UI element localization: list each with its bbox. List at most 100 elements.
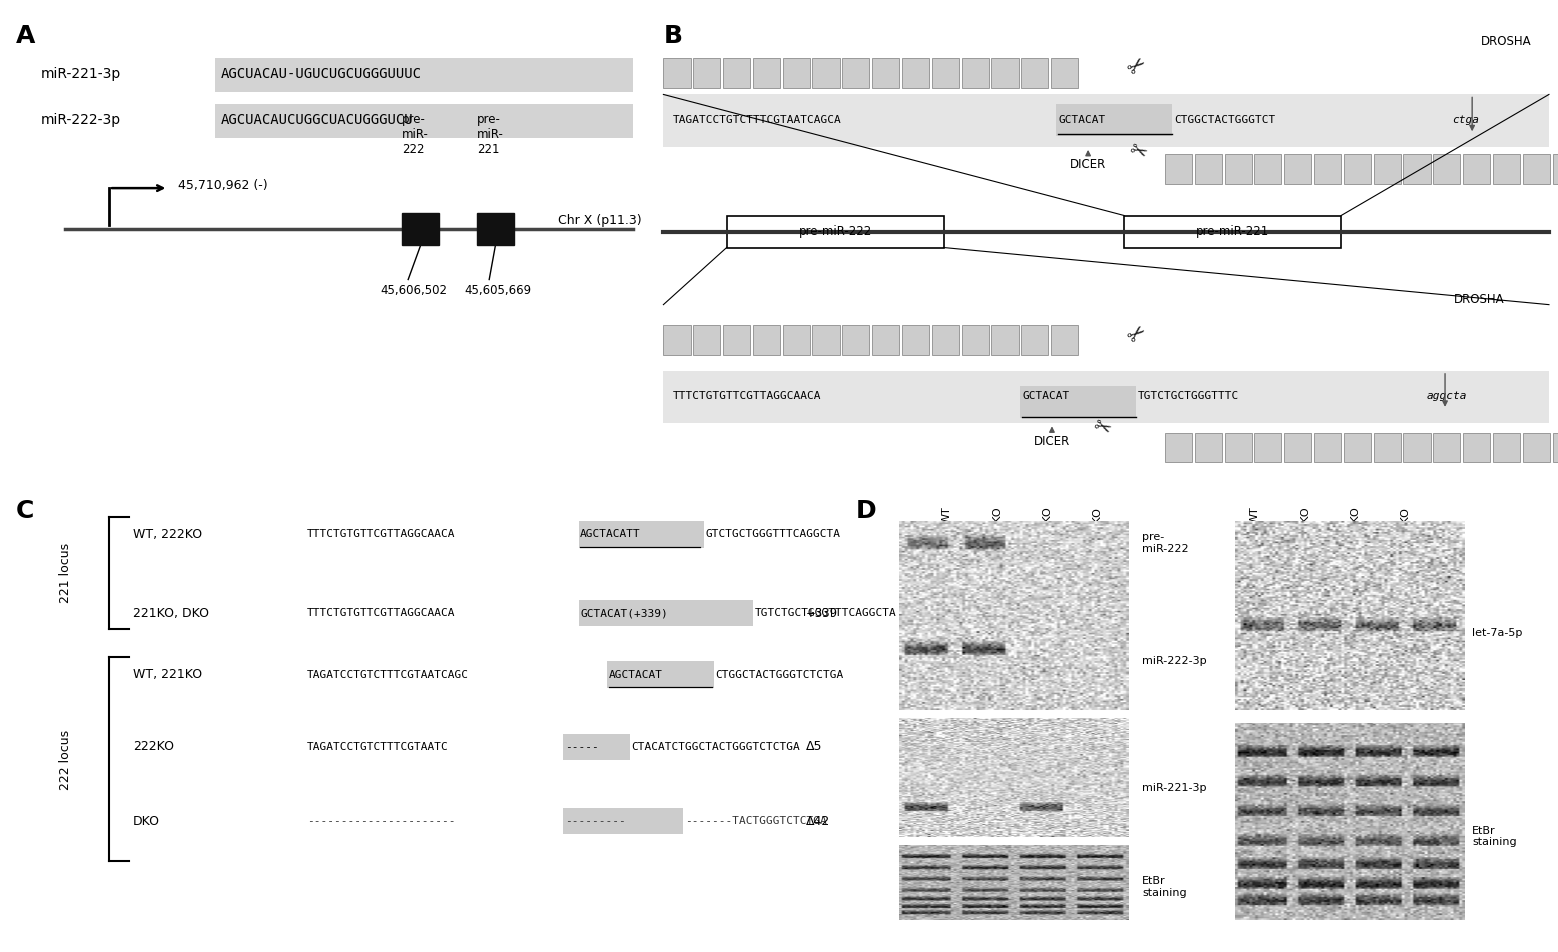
Bar — [961, 58, 989, 88]
Bar — [578, 522, 704, 547]
Text: AGCUACAUCUGGCUACUGGGUCU: AGCUACAUCUGGCUACUGGGUCU — [221, 112, 414, 127]
Text: 221KO, DKO: 221KO, DKO — [132, 606, 209, 620]
Bar — [1345, 154, 1371, 184]
Text: ✂: ✂ — [1089, 415, 1114, 441]
Bar — [753, 58, 781, 88]
Bar — [1052, 326, 1078, 355]
Bar — [782, 326, 810, 355]
Bar — [1195, 432, 1221, 463]
Bar — [693, 58, 720, 88]
Text: Δ42: Δ42 — [805, 815, 830, 828]
Bar — [215, 58, 633, 92]
Bar — [843, 58, 869, 88]
Text: B: B — [664, 24, 682, 48]
Text: ✂: ✂ — [1125, 139, 1150, 165]
FancyBboxPatch shape — [1125, 215, 1341, 248]
Bar — [1463, 154, 1489, 184]
Text: aggcta: aggcta — [1427, 391, 1468, 401]
Bar — [402, 213, 439, 246]
Bar — [477, 213, 514, 246]
Bar — [564, 808, 682, 834]
Text: AGCTACATT: AGCTACATT — [580, 529, 640, 540]
Text: miR-221-3p: miR-221-3p — [41, 67, 122, 81]
Text: 222KO: 222KO — [1042, 506, 1052, 543]
Bar — [1284, 432, 1312, 463]
Bar — [1374, 154, 1401, 184]
Text: +339: +339 — [805, 606, 838, 620]
Bar — [215, 104, 633, 138]
Text: 221KO: 221KO — [1299, 506, 1310, 543]
Bar — [1052, 58, 1078, 88]
Text: Δ5: Δ5 — [805, 741, 823, 753]
Text: EtBr
staining: EtBr staining — [1472, 825, 1516, 847]
Bar — [1313, 432, 1341, 463]
Text: 222KO: 222KO — [132, 741, 174, 753]
Bar — [664, 58, 690, 88]
Text: TTTCTGTGTTCGTTAGGCAACA: TTTCTGTGTTCGTTAGGCAACA — [673, 391, 821, 401]
Bar — [902, 326, 929, 355]
Text: DKO: DKO — [132, 815, 160, 828]
Bar — [1433, 154, 1460, 184]
Text: TGTCTGCTGGGTTTCAGGCTA: TGTCTGCTGGGTTTCAGGCTA — [754, 608, 896, 618]
Bar — [1254, 154, 1282, 184]
Bar — [564, 734, 629, 760]
Bar — [782, 58, 810, 88]
Text: 45,606,502: 45,606,502 — [380, 284, 447, 297]
Bar — [932, 58, 958, 88]
Text: 222 locus: 222 locus — [59, 730, 72, 790]
Bar — [1225, 154, 1251, 184]
Text: 222KO: 222KO — [1351, 506, 1360, 543]
Bar — [1020, 58, 1049, 88]
Text: pre-miR-222: pre-miR-222 — [798, 225, 872, 238]
Bar — [902, 58, 929, 88]
Text: TAGATCCTGTCTTTCGTAATCAGCA: TAGATCCTGTCTTTCGTAATCAGCA — [673, 114, 841, 125]
Text: 45,605,669: 45,605,669 — [464, 284, 531, 297]
Bar — [693, 326, 720, 355]
Bar — [1195, 154, 1221, 184]
Text: pre-
miR-
222: pre- miR- 222 — [402, 113, 428, 156]
Text: D: D — [855, 500, 876, 524]
Text: 45,710,962 (-): 45,710,962 (-) — [178, 179, 268, 192]
Text: 221 locus: 221 locus — [59, 543, 72, 603]
Bar — [1522, 432, 1550, 463]
Text: WT, 222KO: WT, 222KO — [132, 528, 203, 541]
Text: WT, 221KO: WT, 221KO — [132, 668, 203, 681]
Text: pre-
miR-
221: pre- miR- 221 — [477, 113, 503, 156]
Bar — [1165, 432, 1192, 463]
Bar — [1404, 154, 1430, 184]
Text: GTCTGCTGGGTTTCAGGCTA: GTCTGCTGGGTTTCAGGCTA — [706, 529, 841, 540]
Bar — [664, 94, 1549, 147]
Text: GCTACAT: GCTACAT — [1022, 391, 1069, 401]
Text: 221KO: 221KO — [992, 506, 1002, 543]
Text: AGCUACAU-UGUCUGCUGGGUUUC: AGCUACAU-UGUCUGCUGGGUUUC — [221, 67, 422, 81]
Text: miR-221-3p: miR-221-3p — [1142, 783, 1207, 793]
Text: -------TACTGGGTCTCTGA: -------TACTGGGTCTCTGA — [686, 816, 827, 826]
Text: miR-222-3p: miR-222-3p — [41, 112, 120, 127]
Bar — [1493, 154, 1521, 184]
Bar — [723, 326, 749, 355]
Bar — [961, 326, 989, 355]
Text: C: C — [16, 500, 34, 524]
Bar — [1313, 154, 1341, 184]
Text: TGTCTGCTGGGTTTC: TGTCTGCTGGGTTTC — [1137, 391, 1239, 401]
Bar — [1553, 432, 1558, 463]
Text: ctga: ctga — [1452, 114, 1479, 125]
Text: -----: ----- — [566, 742, 598, 752]
Text: WT: WT — [1250, 506, 1260, 524]
Bar — [843, 326, 869, 355]
Bar — [1225, 432, 1251, 463]
Bar — [1522, 154, 1550, 184]
Text: ---------: --------- — [566, 816, 626, 826]
Bar — [578, 600, 753, 626]
Bar — [991, 326, 1019, 355]
Text: WT: WT — [941, 506, 952, 524]
Text: ✂: ✂ — [1125, 321, 1151, 348]
Text: DROSHA: DROSHA — [1482, 35, 1532, 48]
Bar — [1345, 432, 1371, 463]
Text: AGCTACAT: AGCTACAT — [609, 669, 662, 680]
Bar — [991, 58, 1019, 88]
Text: TAGATCCTGTCTTTCGTAATCAGC: TAGATCCTGTCTTTCGTAATCAGC — [307, 669, 469, 680]
Bar — [1433, 432, 1460, 463]
Text: miR-222-3p: miR-222-3p — [1142, 657, 1207, 666]
Text: DKO: DKO — [1401, 506, 1410, 530]
